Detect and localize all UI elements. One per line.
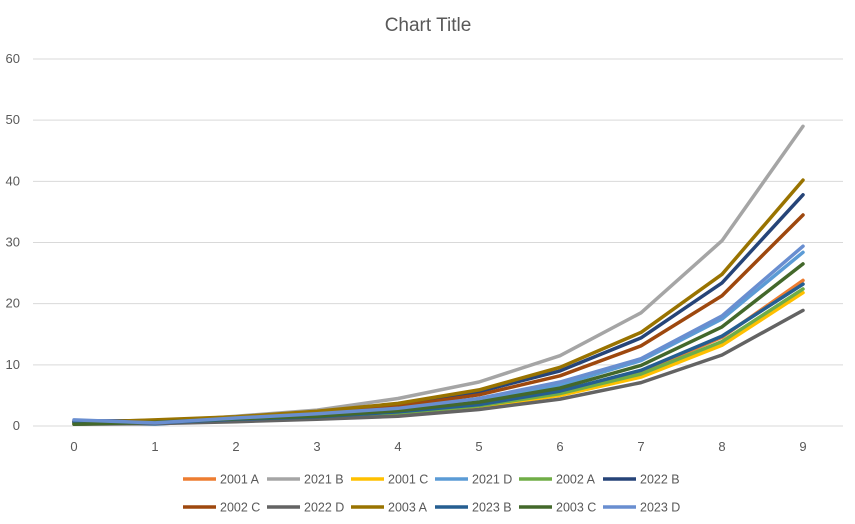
x-tick-label: 6 xyxy=(556,439,563,454)
legend-item: 2002 C xyxy=(183,501,260,515)
legend-label: 2001 A xyxy=(220,473,260,487)
y-tick-label: 0 xyxy=(13,418,20,433)
x-tick-label: 0 xyxy=(70,439,77,454)
legend-label: 2003 C xyxy=(556,501,596,515)
y-tick-label: 20 xyxy=(6,296,20,311)
legend-item: 2021 B xyxy=(267,473,344,487)
legend-item: 2022 D xyxy=(267,501,344,515)
series-line-2023-d xyxy=(72,244,805,425)
y-tick-label: 40 xyxy=(6,173,20,188)
legend-item: 2001 A xyxy=(183,473,260,487)
x-axis-ticks: 0 1 2 3 4 5 6 7 8 9 xyxy=(70,439,806,454)
y-axis-ticks: 0 10 20 30 40 50 60 xyxy=(6,51,20,433)
legend-label: 2003 A xyxy=(388,501,428,515)
legend-item: 2001 C xyxy=(351,473,428,487)
legend-label: 2022 B xyxy=(640,473,680,487)
series-line-2021-b xyxy=(72,124,805,425)
legend-label: 2022 D xyxy=(304,501,344,515)
legend-label: 2023 B xyxy=(472,501,512,515)
gridlines xyxy=(33,58,843,427)
legend-item: 2021 D xyxy=(435,473,512,487)
legend-item: 2002 A xyxy=(519,473,596,487)
x-tick-label: 2 xyxy=(232,439,239,454)
x-tick-label: 1 xyxy=(151,439,158,454)
y-tick-label: 50 xyxy=(6,112,20,127)
legend-item: 2003 C xyxy=(519,501,596,515)
x-tick-label: 3 xyxy=(313,439,320,454)
x-tick-label: 9 xyxy=(799,439,806,454)
legend-label: 2002 A xyxy=(556,473,596,487)
x-tick-label: 7 xyxy=(637,439,644,454)
y-tick-label: 60 xyxy=(6,51,20,66)
legend-label: 2023 D xyxy=(640,501,680,515)
legend-label: 2021 B xyxy=(304,473,344,487)
x-tick-label: 4 xyxy=(394,439,401,454)
legend-label: 2021 D xyxy=(472,473,512,487)
chart-title: Chart Title xyxy=(385,15,472,36)
series-lines xyxy=(72,124,805,426)
series-line-2022-b xyxy=(72,193,805,423)
legend-label: 2001 C xyxy=(388,473,428,487)
x-tick-label: 5 xyxy=(475,439,482,454)
series-line-2003-a xyxy=(72,178,805,425)
legend-item: 2003 A xyxy=(351,501,428,515)
legend-item: 2022 B xyxy=(603,473,680,487)
legend-item: 2023 D xyxy=(603,501,680,515)
y-tick-label: 30 xyxy=(6,235,20,250)
y-tick-label: 10 xyxy=(6,357,20,372)
legend-item: 2023 B xyxy=(435,501,512,515)
legend: 2001 A 2021 B 2001 C 2021 D 2002 A 2022 B 2002… xyxy=(183,473,680,515)
x-tick-label: 8 xyxy=(718,439,725,454)
legend-label: 2002 C xyxy=(220,501,260,515)
